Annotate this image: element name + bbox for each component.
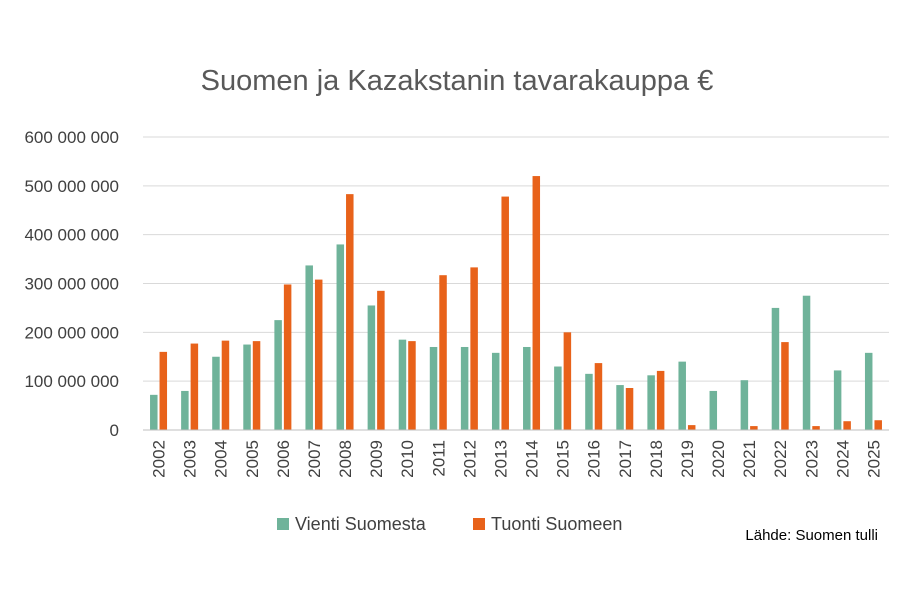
bar-tuonti-2009 bbox=[377, 290, 385, 430]
bar-tuonti-2004 bbox=[221, 340, 230, 430]
legend-label-tuonti: Tuonti Suomeen bbox=[491, 514, 622, 534]
bar-tuonti-2002 bbox=[159, 351, 168, 430]
bar-vienti-2017 bbox=[616, 385, 624, 430]
bar-vienti-2010 bbox=[398, 339, 407, 430]
bar-vienti-2021 bbox=[740, 380, 749, 430]
legend-swatch-vienti bbox=[277, 518, 289, 530]
bar-tuonti-2018 bbox=[656, 370, 665, 430]
bar-tuonti-2016 bbox=[594, 363, 603, 430]
x-tick-label: 2021 bbox=[740, 440, 759, 478]
y-axis-ticks: 0 100 000 000 200 000 000 300 000 000 400 00… bbox=[24, 128, 119, 440]
x-tick-label: 2007 bbox=[305, 440, 324, 478]
bar-vienti-2009 bbox=[367, 305, 376, 430]
bar-vienti-2006 bbox=[274, 320, 282, 430]
bar-vienti-2025 bbox=[864, 352, 873, 430]
x-tick-label: 2004 bbox=[212, 440, 231, 478]
y-tick-label: 500 000 000 bbox=[24, 177, 119, 196]
x-tick-label: 2005 bbox=[243, 440, 262, 478]
y-tick-label: 300 000 000 bbox=[24, 275, 119, 294]
bar-tuonti-2022 bbox=[781, 342, 789, 430]
bar-tuonti-2013 bbox=[501, 196, 509, 430]
bar-vienti-2022 bbox=[771, 307, 780, 430]
bar-vienti-2020 bbox=[709, 390, 718, 430]
bar-tuonti-2008 bbox=[346, 194, 354, 430]
bar-tuonti-2024 bbox=[843, 421, 851, 430]
bar-vienti-2015 bbox=[554, 366, 562, 430]
x-tick-label: 2024 bbox=[833, 440, 852, 478]
bar-vienti-2005 bbox=[243, 344, 251, 430]
bar-vienti-2012 bbox=[460, 346, 469, 430]
bar-vienti-2013 bbox=[491, 352, 500, 430]
bar-tuonti-2023 bbox=[812, 426, 820, 430]
legend-swatch-tuonti bbox=[473, 518, 485, 530]
bar-tuonti-2011 bbox=[439, 275, 447, 430]
bar-vienti-2018 bbox=[647, 375, 655, 430]
bar-tuonti-2021 bbox=[750, 426, 758, 430]
x-tick-label: 2016 bbox=[585, 440, 604, 478]
bar-tuonti-2015 bbox=[563, 332, 572, 430]
legend: Vienti Suomesta Tuonti Suomeen bbox=[277, 514, 622, 534]
bar-tuonti-2019 bbox=[687, 425, 696, 430]
y-tick-label: 400 000 000 bbox=[24, 226, 119, 245]
x-tick-label: 2013 bbox=[491, 440, 510, 478]
bar-vienti-2016 bbox=[585, 373, 593, 430]
x-tick-label: 2008 bbox=[336, 440, 355, 478]
x-tick-label: 2014 bbox=[523, 440, 542, 478]
source-note: Lähde: Suomen tulli bbox=[745, 527, 878, 544]
legend-label-vienti: Vienti Suomesta bbox=[295, 514, 427, 534]
x-tick-label: 2020 bbox=[709, 440, 728, 478]
bar-tuonti-2012 bbox=[470, 267, 478, 430]
x-tick-label: 2023 bbox=[802, 440, 821, 478]
x-tick-label: 2010 bbox=[398, 440, 417, 478]
x-tick-label: 2015 bbox=[554, 440, 573, 478]
x-tick-label: 2002 bbox=[150, 440, 169, 478]
gridlines bbox=[143, 136, 889, 382]
y-tick-label: 100 000 000 bbox=[24, 372, 119, 391]
bar-tuonti-2010 bbox=[408, 341, 416, 430]
y-tick-label: 200 000 000 bbox=[24, 323, 119, 342]
bar-tuonti-2025 bbox=[874, 420, 882, 430]
bar-tuonti-2005 bbox=[252, 341, 261, 430]
bar-vienti-2004 bbox=[212, 356, 220, 430]
x-tick-label: 2025 bbox=[864, 440, 883, 478]
bar-tuonti-2017 bbox=[625, 388, 634, 430]
x-tick-label: 2012 bbox=[460, 440, 479, 478]
bar-vienti-2007 bbox=[305, 265, 313, 430]
x-tick-label: 2022 bbox=[771, 440, 790, 478]
x-tick-label: 2017 bbox=[616, 440, 635, 478]
bar-vienti-2024 bbox=[833, 370, 842, 430]
bar-tuonti-2006 bbox=[283, 284, 292, 430]
x-tick-label: 2019 bbox=[678, 440, 697, 478]
x-tick-label: 2006 bbox=[274, 440, 293, 478]
bar-tuonti-2003 bbox=[190, 343, 199, 430]
bar-vienti-2023 bbox=[802, 295, 811, 430]
bar-vienti-2019 bbox=[678, 361, 686, 430]
bar-vienti-2003 bbox=[181, 390, 189, 430]
x-tick-label: 2011 bbox=[429, 440, 448, 477]
bar-tuonti-2014 bbox=[532, 176, 541, 430]
x-tick-label: 2018 bbox=[647, 440, 666, 478]
bar-vienti-2008 bbox=[336, 244, 345, 430]
bar-vienti-2002 bbox=[150, 394, 158, 430]
x-tick-label: 2003 bbox=[181, 440, 200, 478]
bar-vienti-2011 bbox=[429, 346, 438, 430]
chart-title: Suomen ja Kazakstanin tavarakauppa € bbox=[201, 65, 714, 97]
bar-tuonti-2007 bbox=[314, 279, 323, 430]
x-tick-label: 2009 bbox=[367, 440, 386, 478]
y-tick-label: 600 000 000 bbox=[24, 128, 119, 147]
x-axis-ticks: 2002 2003 2004 2005 2006 2007 2008 2009 2010 2011… bbox=[150, 440, 884, 478]
y-tick-label: 0 bbox=[110, 421, 119, 440]
bars bbox=[150, 176, 882, 430]
bar-vienti-2014 bbox=[523, 346, 531, 430]
